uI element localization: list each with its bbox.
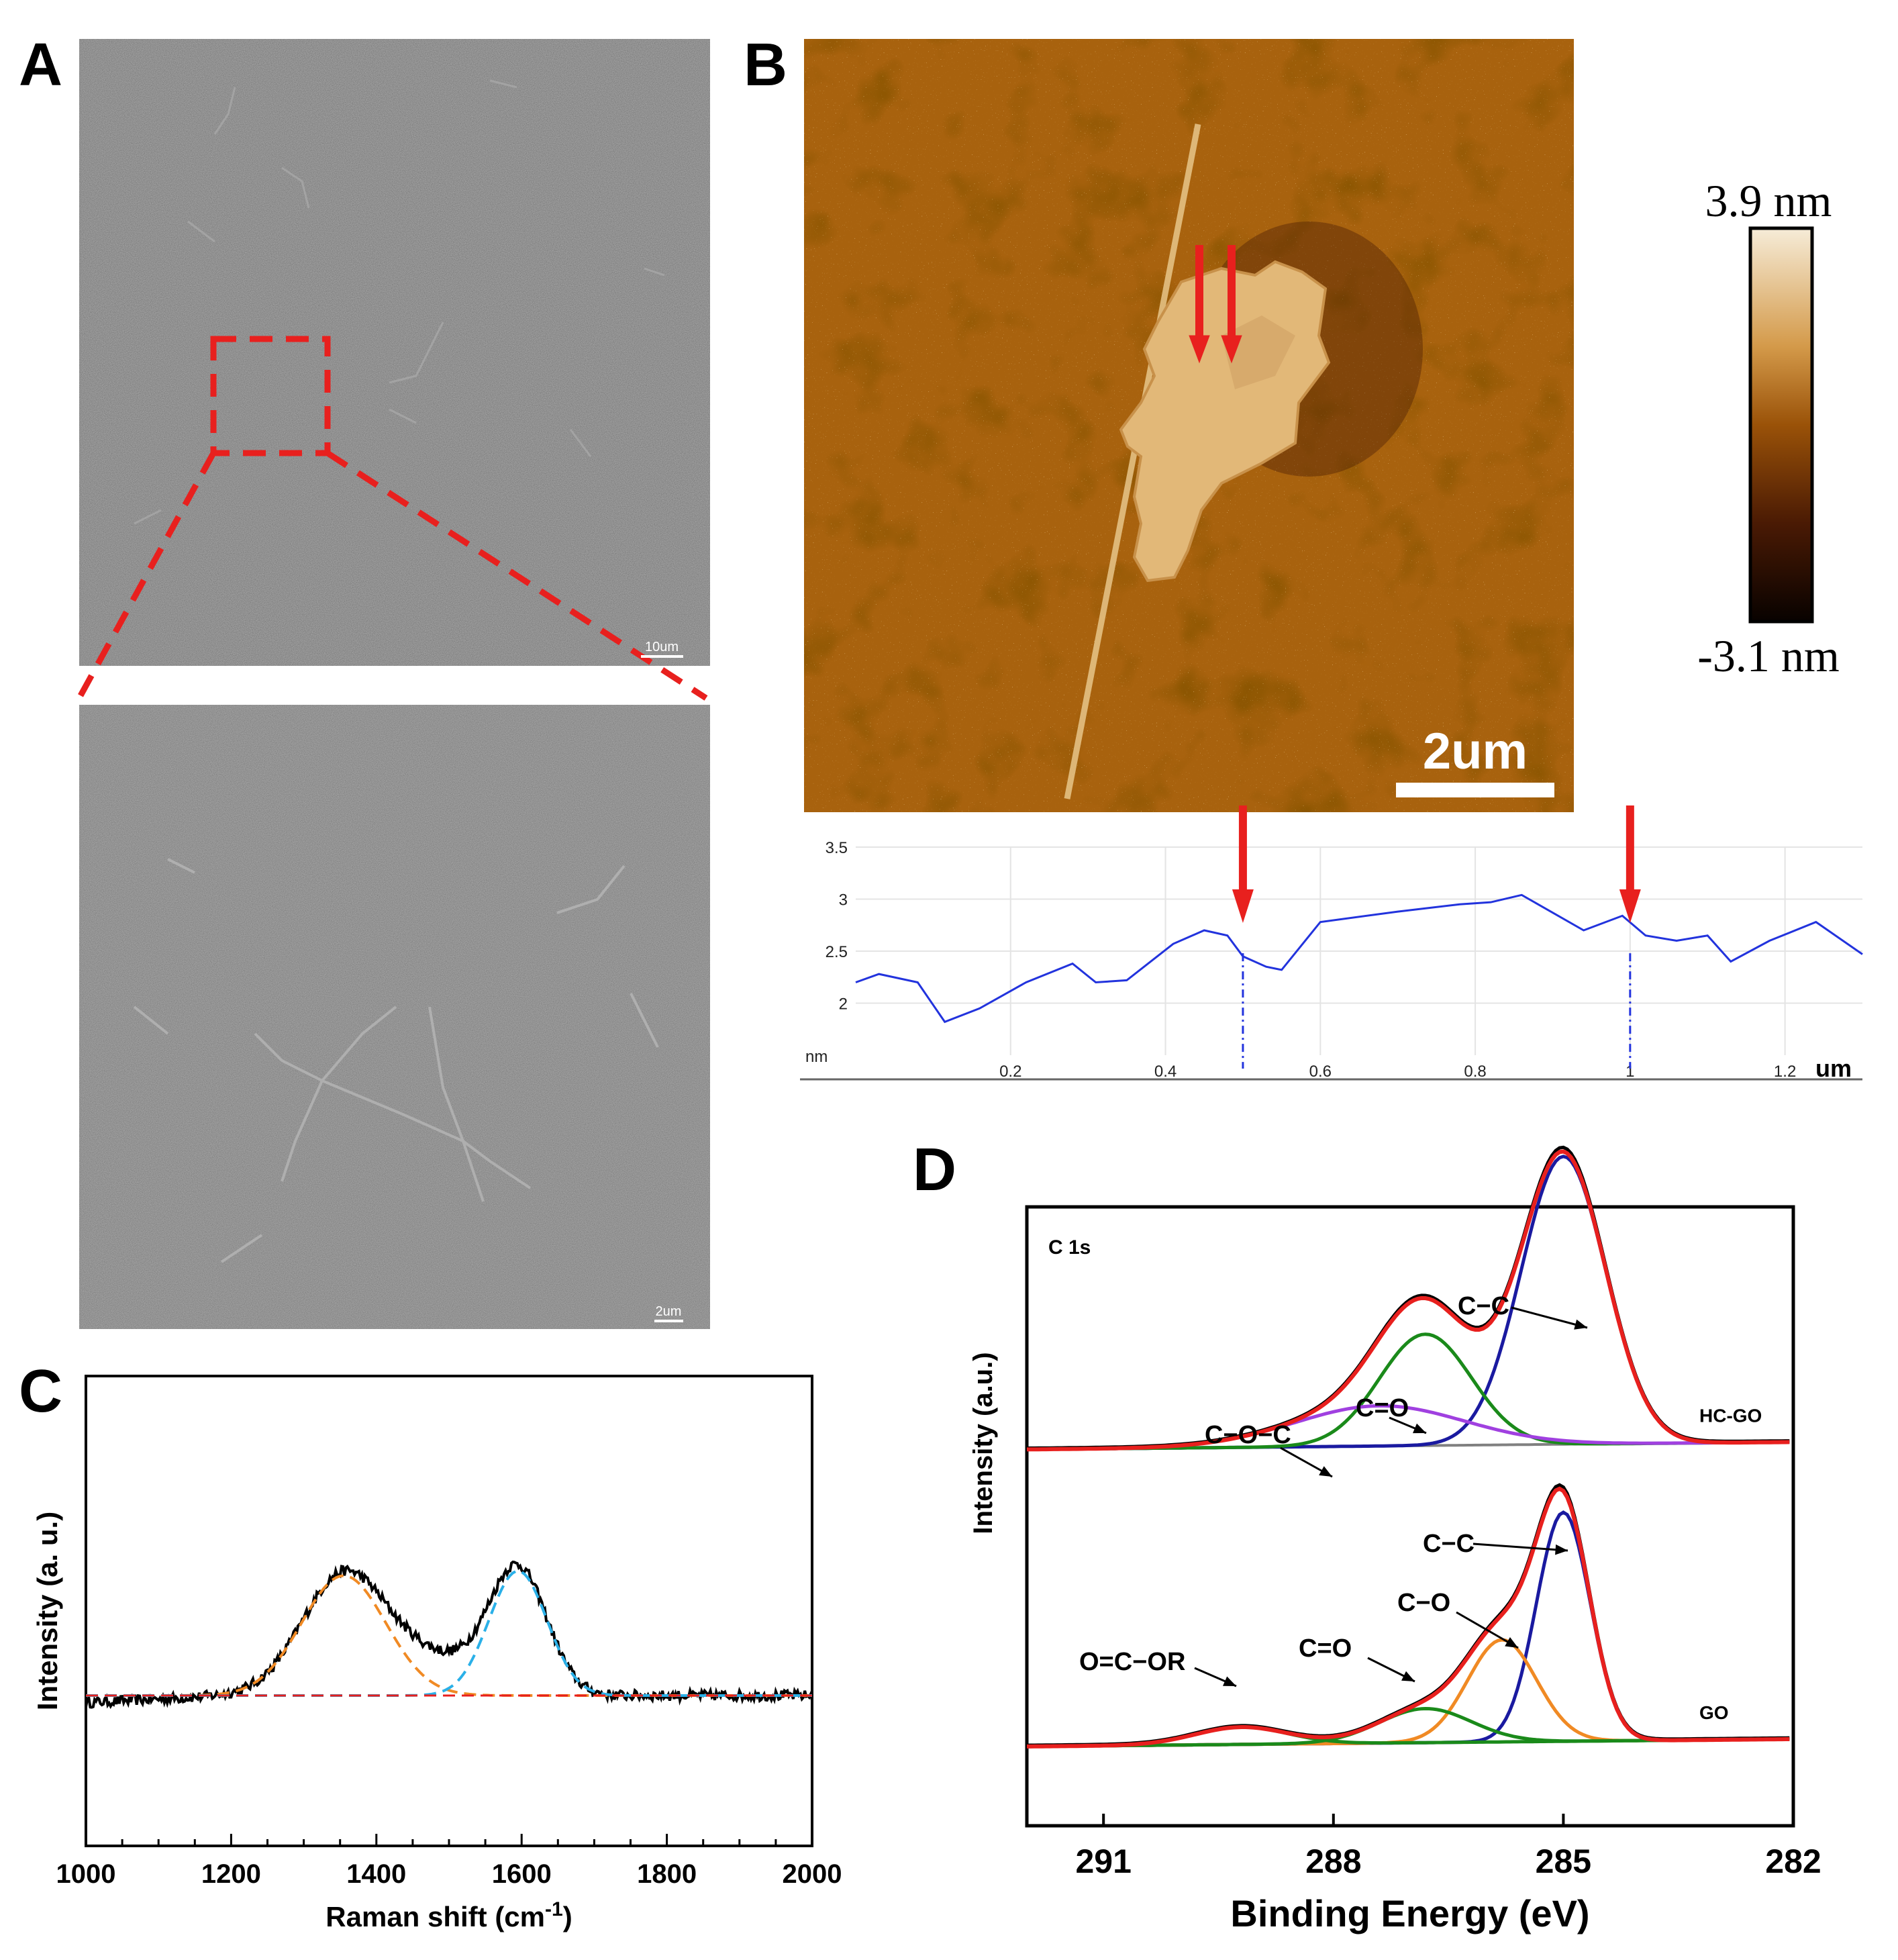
height-profile-chart: 0.2 0.4 0.6 0.8 1 1.2 2 2.5 3 3.5 nm um: [800, 805, 1863, 1082]
profile-xtick-label: 0.8: [1464, 1063, 1486, 1081]
raman-chart: 1000 1200 1400 1600 1800 2000 Raman shift (cm-…: [32, 1375, 842, 1932]
panel-letter-b: B: [744, 32, 787, 99]
scale-label-bottom: 2um: [656, 1304, 682, 1319]
xps-peak-annotation: C−O−C: [1205, 1421, 1291, 1449]
profile-line: [855, 893, 1863, 1024]
xps-peak-annotation: C=O: [1299, 1634, 1352, 1663]
profile-ytick-label: 3.5: [826, 839, 848, 857]
xps-peak-annotation: C−O: [1397, 1589, 1450, 1617]
profile-y-unit-label: nm: [805, 1048, 828, 1066]
afm-colorbar: [1748, 226, 1814, 624]
zoom-box: [210, 336, 331, 456]
raman-xtick-label: 1800: [637, 1859, 697, 1889]
profile-marker-arrowhead: [1232, 889, 1254, 923]
xps-peak-annotation: O=C−OR: [1079, 1648, 1185, 1676]
xps-xtick-label: 291: [1075, 1843, 1131, 1880]
xps-peak-annotation: C=O: [1356, 1394, 1409, 1422]
panel-letter-c: C: [19, 1358, 62, 1425]
sem-panel: 10um 2um: [77, 39, 710, 1329]
raman-xtick-label: 1400: [346, 1859, 406, 1889]
raman-xtick-label: 1600: [492, 1859, 552, 1889]
xps-xtick-label: 285: [1536, 1843, 1591, 1880]
xps-plot-frame: [1025, 1205, 1795, 1828]
xps-sample-label: GO: [1699, 1702, 1729, 1723]
xps-annotation-arrowhead: [1574, 1319, 1587, 1330]
profile-xtick-label: 0.6: [1309, 1063, 1332, 1081]
xps-annotation-arrowhead: [1319, 1466, 1332, 1477]
xps-sample-label: HC-GO: [1699, 1405, 1762, 1426]
xps-envelope-hc-go: [1026, 1149, 1790, 1452]
colorbar-max-label: 3.9 nm: [1705, 175, 1832, 226]
xps-annotation-arrow: [1472, 1542, 1568, 1552]
raman-xtick-label: 1000: [56, 1859, 116, 1889]
profile-xtick-label: 1: [1626, 1063, 1634, 1081]
raman-xtick-label: 1200: [201, 1859, 261, 1889]
xps-annotation-arrowhead: [1555, 1544, 1568, 1555]
sem-wrinkles-bottom: [133, 858, 659, 1263]
xps-peak-annotation: C−C: [1423, 1530, 1475, 1558]
panel-letter-d: D: [913, 1136, 956, 1204]
xps-annotation-arrowhead: [1401, 1671, 1415, 1681]
xps-envelope-go: [1027, 1486, 1790, 1749]
xps-x-axis-label: Binding Energy (eV): [1230, 1892, 1589, 1934]
raman-xtick-label: 2000: [783, 1859, 842, 1889]
raman-measured-spectrum: [85, 1560, 813, 1710]
afm-scratch-line: [1064, 124, 1201, 799]
profile-x-unit-label: um: [1815, 1055, 1852, 1082]
sem-wrinkles-top: [134, 79, 665, 525]
zoom-leader-left: [77, 451, 216, 700]
xps-region-label: C 1s: [1048, 1236, 1091, 1259]
afm-panel: 2um 3.9 nm -3.1 nm: [804, 39, 1840, 812]
profile-ytick-label: 3: [839, 891, 848, 910]
xps-peak-annotation: C−C: [1458, 1292, 1509, 1320]
xps-xtick-label: 288: [1305, 1843, 1361, 1880]
profile-ytick-label: 2.5: [826, 943, 848, 961]
xps-annotation-arrowhead: [1413, 1423, 1426, 1434]
xps-annotation-arrow: [1511, 1306, 1588, 1329]
scale-label-top: 10um: [645, 640, 679, 654]
panel-letter-a: A: [19, 32, 62, 99]
colorbar-min-label: -3.1 nm: [1697, 630, 1840, 681]
xps-annotation-arrowhead: [1505, 1637, 1518, 1648]
profile-marker-arrowhead: [1619, 889, 1641, 923]
profile-xtick-label: 0.4: [1154, 1063, 1177, 1081]
xps-xtick-label: 282: [1765, 1843, 1821, 1880]
profile-xtick-label: 1.2: [1774, 1063, 1796, 1081]
xps-annotation-arrowhead: [1223, 1676, 1236, 1686]
raman-x-axis-label: Raman shift (cm-1): [326, 1898, 572, 1932]
profile-ytick-label: 2: [839, 995, 848, 1014]
profile-xtick-label: 0.2: [999, 1063, 1021, 1081]
afm-scale-label: 2um: [1423, 723, 1528, 780]
xps-y-axis-label: Intensity (a.u.): [968, 1352, 998, 1534]
afm-arrows: [1189, 245, 1242, 364]
raman-y-axis-label: Intensity (a. u.): [32, 1512, 63, 1710]
